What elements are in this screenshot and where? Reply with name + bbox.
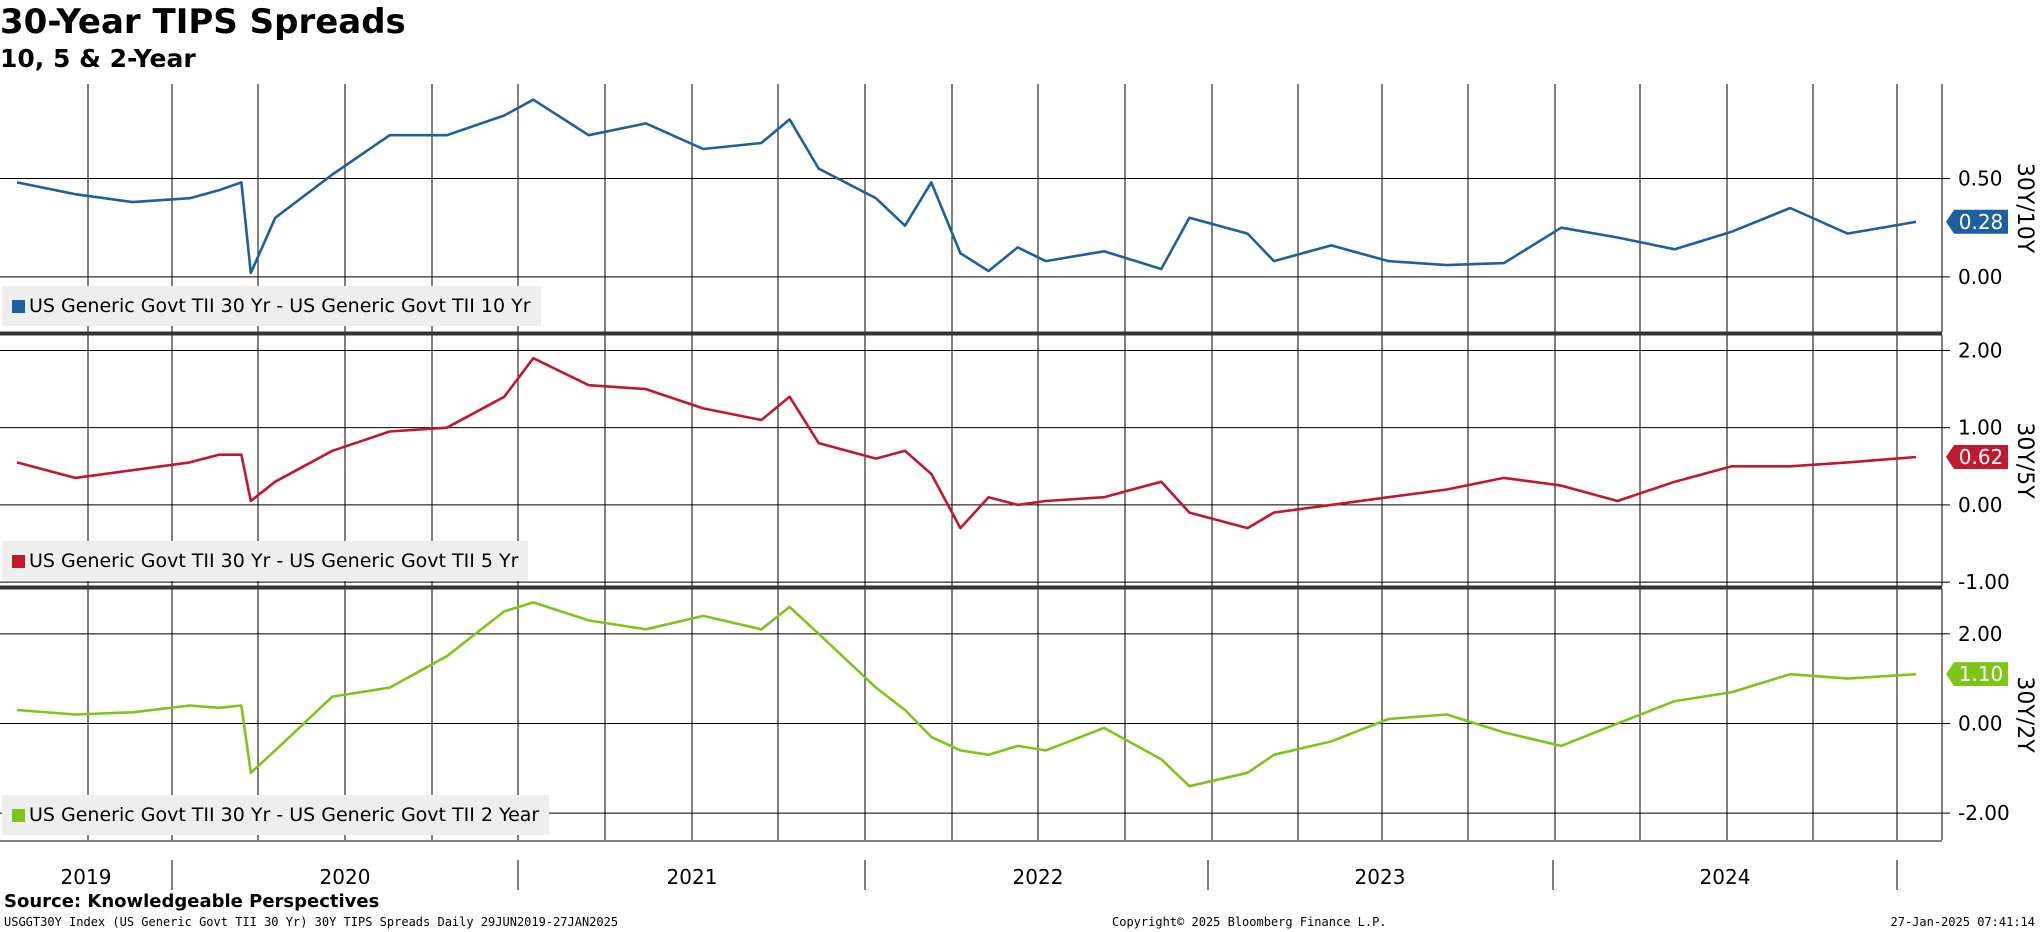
series-line [16, 98, 1917, 275]
legend-label-30y-5y: US Generic Govt TII 30 Yr - US Generic G… [29, 550, 519, 572]
y-tick-label: 0.00 [1958, 711, 2003, 735]
last-value-label: 0.28 [1959, 210, 2004, 234]
legend-label-30y-10y: US Generic Govt TII 30 Yr - US Generic G… [29, 295, 531, 317]
series-line [16, 356, 1917, 530]
y-tick-label: -2.00 [1958, 801, 2010, 825]
legend-30y-5y: US Generic Govt TII 30 Yr - US Generic G… [2, 541, 529, 581]
y-axis-label: 30Y/2Y [2012, 676, 2037, 753]
y-tick-label: 1.00 [1958, 416, 2003, 440]
legend-swatch-30y-5y [12, 555, 25, 568]
series-line [16, 601, 1917, 788]
legend-label-30y-2y: US Generic Govt TII 30 Yr - US Generic G… [29, 804, 540, 826]
x-year-label: 2021 [667, 865, 718, 889]
y-tick-label: 0.00 [1958, 493, 2003, 517]
y-axis-label: 30Y/5Y [2012, 422, 2037, 499]
footer-copyright: Copyright© 2025 Bloomberg Finance L.P. [1112, 915, 1387, 929]
last-value-tag [1946, 662, 2008, 687]
y-tick-label: 0.00 [1958, 265, 2003, 289]
y-tick-label: 2.00 [1958, 338, 2003, 362]
chart-subtitle: 10, 5 & 2-Year [0, 44, 196, 73]
footer-index-info: USGGT30Y Index (US Generic Govt TII 30 Y… [4, 915, 619, 929]
legend-30y-2y: US Generic Govt TII 30 Yr - US Generic G… [2, 795, 550, 835]
x-year-label: 2019 [61, 865, 112, 889]
last-value-label: 1.10 [1959, 662, 2004, 686]
source-note: Source: Knowledgeable Perspectives [4, 891, 380, 912]
chart-title: 30-Year TIPS Spreads [0, 2, 406, 42]
legend-swatch-30y-2y [12, 809, 25, 822]
y-tick-label: -1.00 [1958, 570, 2010, 594]
y-axis-label: 30Y/10Y [2012, 163, 2037, 254]
legend-swatch-30y-10y [12, 300, 25, 313]
legend-30y-10y: US Generic Govt TII 30 Yr - US Generic G… [2, 286, 541, 326]
last-value-tag [1946, 445, 2008, 470]
footer-timestamp: 27-Jan-2025 07:41:14 [1890, 915, 2036, 929]
last-value-tag [1946, 209, 2008, 234]
y-tick-label: 2.00 [1958, 622, 2003, 646]
x-year-label: 2024 [1700, 865, 1751, 889]
x-year-label: 2023 [1355, 865, 1406, 889]
y-tick-label: 0.50 [1958, 166, 2003, 190]
x-year-label: 2020 [320, 865, 371, 889]
x-year-label: 2022 [1013, 865, 1064, 889]
last-value-label: 0.62 [1959, 445, 2004, 469]
